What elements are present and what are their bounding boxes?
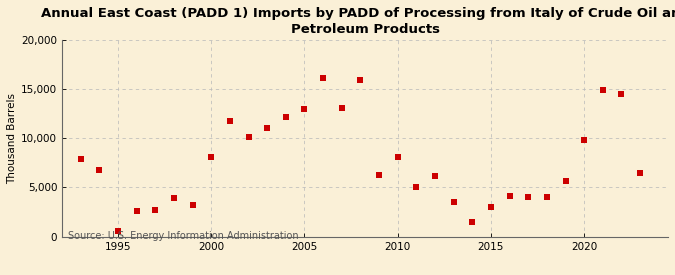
Point: [467, 220, 478, 224]
Point: [541, 195, 552, 200]
Point: [504, 194, 515, 199]
Point: [299, 107, 310, 111]
Point: [318, 76, 329, 81]
Title: Annual East Coast (PADD 1) Imports by PADD of Processing from Italy of Crude Oil: Annual East Coast (PADD 1) Imports by PA…: [40, 7, 675, 36]
Point: [485, 205, 496, 209]
Point: [597, 88, 608, 92]
Point: [616, 92, 627, 96]
Point: [225, 118, 236, 123]
Point: [355, 78, 366, 82]
Point: [336, 106, 347, 110]
Point: [94, 167, 105, 172]
Point: [560, 178, 571, 183]
Point: [280, 114, 291, 119]
Point: [634, 170, 645, 175]
Point: [169, 196, 180, 200]
Point: [411, 185, 422, 190]
Point: [578, 138, 589, 142]
Point: [262, 126, 273, 131]
Point: [429, 174, 440, 178]
Text: Source: U.S. Energy Information Administration: Source: U.S. Energy Information Administ…: [68, 231, 299, 241]
Point: [76, 157, 86, 161]
Point: [448, 200, 459, 204]
Point: [392, 155, 403, 159]
Point: [187, 203, 198, 207]
Point: [206, 155, 217, 159]
Point: [243, 135, 254, 139]
Point: [113, 229, 124, 233]
Y-axis label: Thousand Barrels: Thousand Barrels: [7, 93, 17, 184]
Point: [374, 172, 385, 177]
Point: [131, 209, 142, 213]
Point: [150, 208, 161, 212]
Point: [523, 195, 534, 200]
